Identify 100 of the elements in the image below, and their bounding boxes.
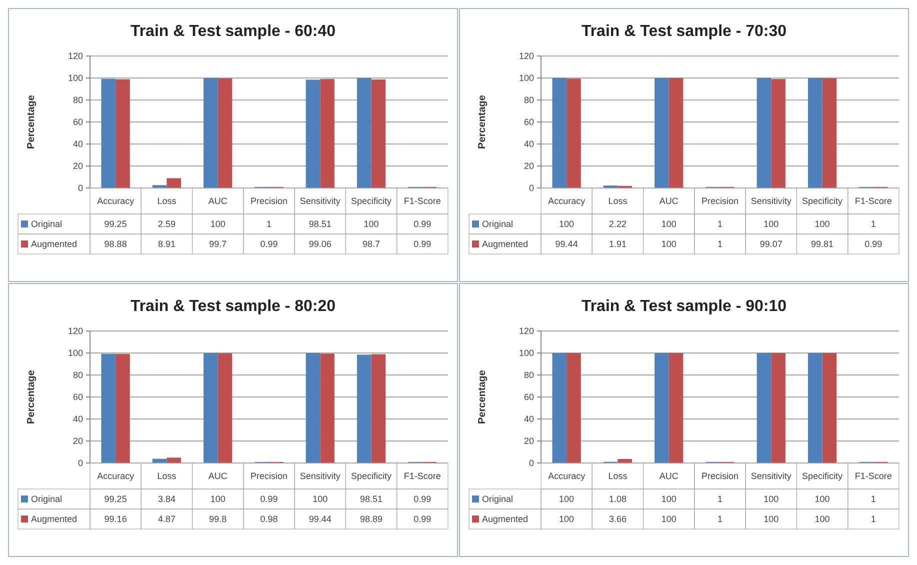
data-label: 8.91 <box>158 239 176 250</box>
bar <box>668 78 684 188</box>
x-tick-label: Loss <box>608 471 628 482</box>
x-tick-label: Loss <box>157 196 177 206</box>
data-label: 2.59 <box>158 219 176 230</box>
y-tick-label: 40 <box>72 414 83 424</box>
data-label: 100 <box>559 514 574 524</box>
legend-label: Original <box>31 494 62 504</box>
bar <box>552 78 567 188</box>
bar <box>771 353 786 463</box>
data-label: 1 <box>717 219 723 230</box>
chart-title: Train & Test sample - 80:20 <box>130 298 336 315</box>
legend-label: Original <box>482 494 514 504</box>
x-tick-label: Precision <box>250 196 288 206</box>
data-label: 1.08 <box>608 494 626 504</box>
x-tick-label: Sensitivity <box>750 196 792 206</box>
bar <box>566 78 581 188</box>
y-tick-label: 80 <box>72 370 83 380</box>
data-label: 99.44 <box>555 239 578 250</box>
data-label: 1.91 <box>608 239 626 250</box>
data-label: 1 <box>870 219 876 230</box>
bar <box>356 354 372 463</box>
x-tick-label: Specificity <box>802 196 844 206</box>
data-label: 99.25 <box>104 494 127 504</box>
data-label: 98.89 <box>360 514 383 524</box>
data-label: 4.87 <box>158 514 176 524</box>
x-tick-label: F1-Score <box>854 196 892 206</box>
x-tick-label: Sensitivity <box>300 471 341 482</box>
y-tick-label: 0 <box>78 183 83 194</box>
x-tick-label: Accuracy <box>97 471 135 482</box>
bar <box>808 353 822 463</box>
y-axis-title: Percentage <box>26 370 37 424</box>
bar <box>101 354 116 463</box>
x-tick-label: Specificity <box>351 471 392 482</box>
data-label: 100 <box>661 514 676 524</box>
data-label: 100 <box>764 514 779 524</box>
x-tick-label: Specificity <box>802 471 844 482</box>
data-label: 1 <box>717 239 723 250</box>
bar <box>116 79 130 188</box>
x-tick-label: Loss <box>608 196 628 206</box>
bar <box>166 178 182 188</box>
data-label: 1 <box>717 494 723 504</box>
y-tick-label: 60 <box>72 392 83 402</box>
legend-label: Original <box>482 219 514 230</box>
bar <box>306 80 320 188</box>
y-tick-label: 20 <box>524 161 534 172</box>
data-label: 99.07 <box>760 239 782 250</box>
x-tick-label: Sensitivity <box>300 196 341 206</box>
x-tick-label: Sensitivity <box>750 471 792 482</box>
bar <box>371 354 386 463</box>
y-tick-label: 80 <box>72 95 83 106</box>
y-tick-label: 120 <box>68 326 83 336</box>
y-tick-label: 40 <box>524 414 534 424</box>
bar <box>204 78 218 188</box>
y-tick-label: 80 <box>524 370 534 380</box>
data-label: 100 <box>814 514 830 524</box>
chart-title: Train & Test sample - 70:30 <box>581 23 787 40</box>
data-label: 1 <box>266 219 272 230</box>
bar <box>218 78 232 188</box>
data-label: 100 <box>312 494 328 504</box>
data-label: 99.7 <box>209 239 227 250</box>
bar <box>552 353 567 463</box>
bar <box>371 79 386 188</box>
data-label: 98.51 <box>308 219 332 230</box>
y-tick-label: 100 <box>68 73 83 84</box>
x-tick-label: AUC <box>208 471 228 482</box>
y-axis-title: Percentage <box>477 370 488 424</box>
data-label: 0.99 <box>864 239 882 250</box>
legend-label: Original <box>31 219 62 230</box>
legend-label: Augmented <box>31 514 78 524</box>
x-tick-label: Precision <box>250 471 288 482</box>
data-label: 0.99 <box>414 514 432 524</box>
data-label: 99.81 <box>811 239 834 250</box>
data-label: 0.99 <box>260 494 278 504</box>
x-tick-label: Loss <box>157 471 177 482</box>
bar <box>808 78 822 188</box>
data-label: 99.06 <box>308 239 332 250</box>
y-tick-label: 100 <box>68 348 83 358</box>
data-label: 100 <box>661 494 676 504</box>
y-tick-label: 60 <box>524 392 534 402</box>
data-label: 98.7 <box>362 239 380 250</box>
data-label: 100 <box>210 494 226 504</box>
data-label: 100 <box>210 219 226 230</box>
data-label: 3.84 <box>158 494 176 504</box>
y-tick-label: 120 <box>68 51 83 62</box>
data-label: 100 <box>559 494 574 504</box>
legend-label: Augmented <box>482 514 528 524</box>
y-tick-label: 120 <box>518 51 534 62</box>
legend-label: Augmented <box>31 239 78 250</box>
bar <box>756 353 772 463</box>
bar <box>320 354 334 463</box>
y-tick-label: 100 <box>518 73 534 84</box>
y-tick-label: 60 <box>524 117 534 128</box>
data-label: 100 <box>814 219 830 230</box>
data-label: 98.88 <box>104 239 127 250</box>
data-label: 2.22 <box>608 219 626 230</box>
bar <box>654 353 669 463</box>
data-label: 100 <box>559 219 574 230</box>
bar <box>320 79 334 188</box>
data-label: 100 <box>364 219 379 230</box>
